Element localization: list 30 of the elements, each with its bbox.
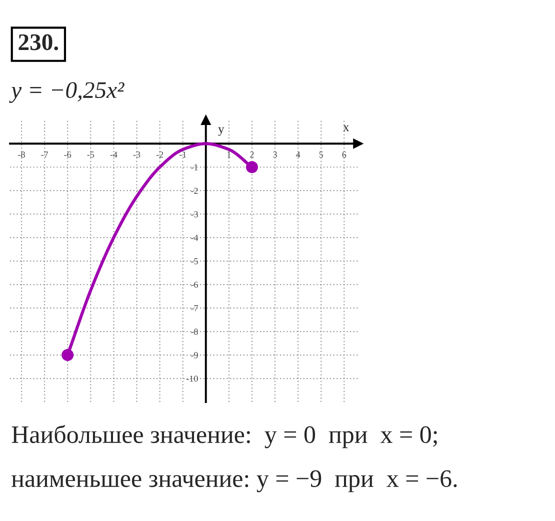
x-tick-label: 2 (250, 152, 254, 158)
x-tick-label: -6 (64, 152, 72, 158)
text: Наибольшее значение: y = 0 при x = 0; (12, 424, 437, 448)
y-tick-label: -1 (191, 164, 198, 170)
x-tick-label: -5 (87, 152, 94, 158)
x-tick-label: -2 (156, 152, 164, 158)
chart-title: 230. (18, 34, 58, 50)
y-tick-label: -4 (191, 234, 198, 241)
x-tick-label: 3 (273, 152, 277, 158)
x-axis-title: x (343, 125, 350, 132)
x-tick-label: 4 (296, 152, 300, 158)
y-tick-label: -5 (191, 258, 198, 264)
y-tick-label: -7 (191, 305, 198, 312)
x-tick-label: -4 (110, 152, 118, 158)
y-tick-label: -9 (191, 352, 198, 358)
x-tick-label: 1 (227, 152, 231, 158)
x-tick-label: -1 (179, 152, 186, 158)
x-tick-label: 6 (342, 152, 346, 158)
y-tick-label: -3 (191, 211, 198, 218)
y-tick-label: -6 (191, 282, 198, 288)
y-tick-label: -2 (191, 188, 198, 194)
x-tick-label: -7 (41, 152, 48, 158)
x-tick-label: -8 (18, 152, 25, 158)
y-tick-label: -8 (191, 328, 198, 335)
x-tick-label: -3 (133, 152, 140, 158)
chart-subtitle: y = −0,25x² (9, 82, 124, 103)
y-axis-title: y (218, 127, 224, 136)
y-tick-label: -10 (186, 376, 198, 382)
x-tick-label: 5 (319, 152, 324, 158)
text: наименьшее значение: y = −9 при x = −6. (12, 470, 457, 492)
